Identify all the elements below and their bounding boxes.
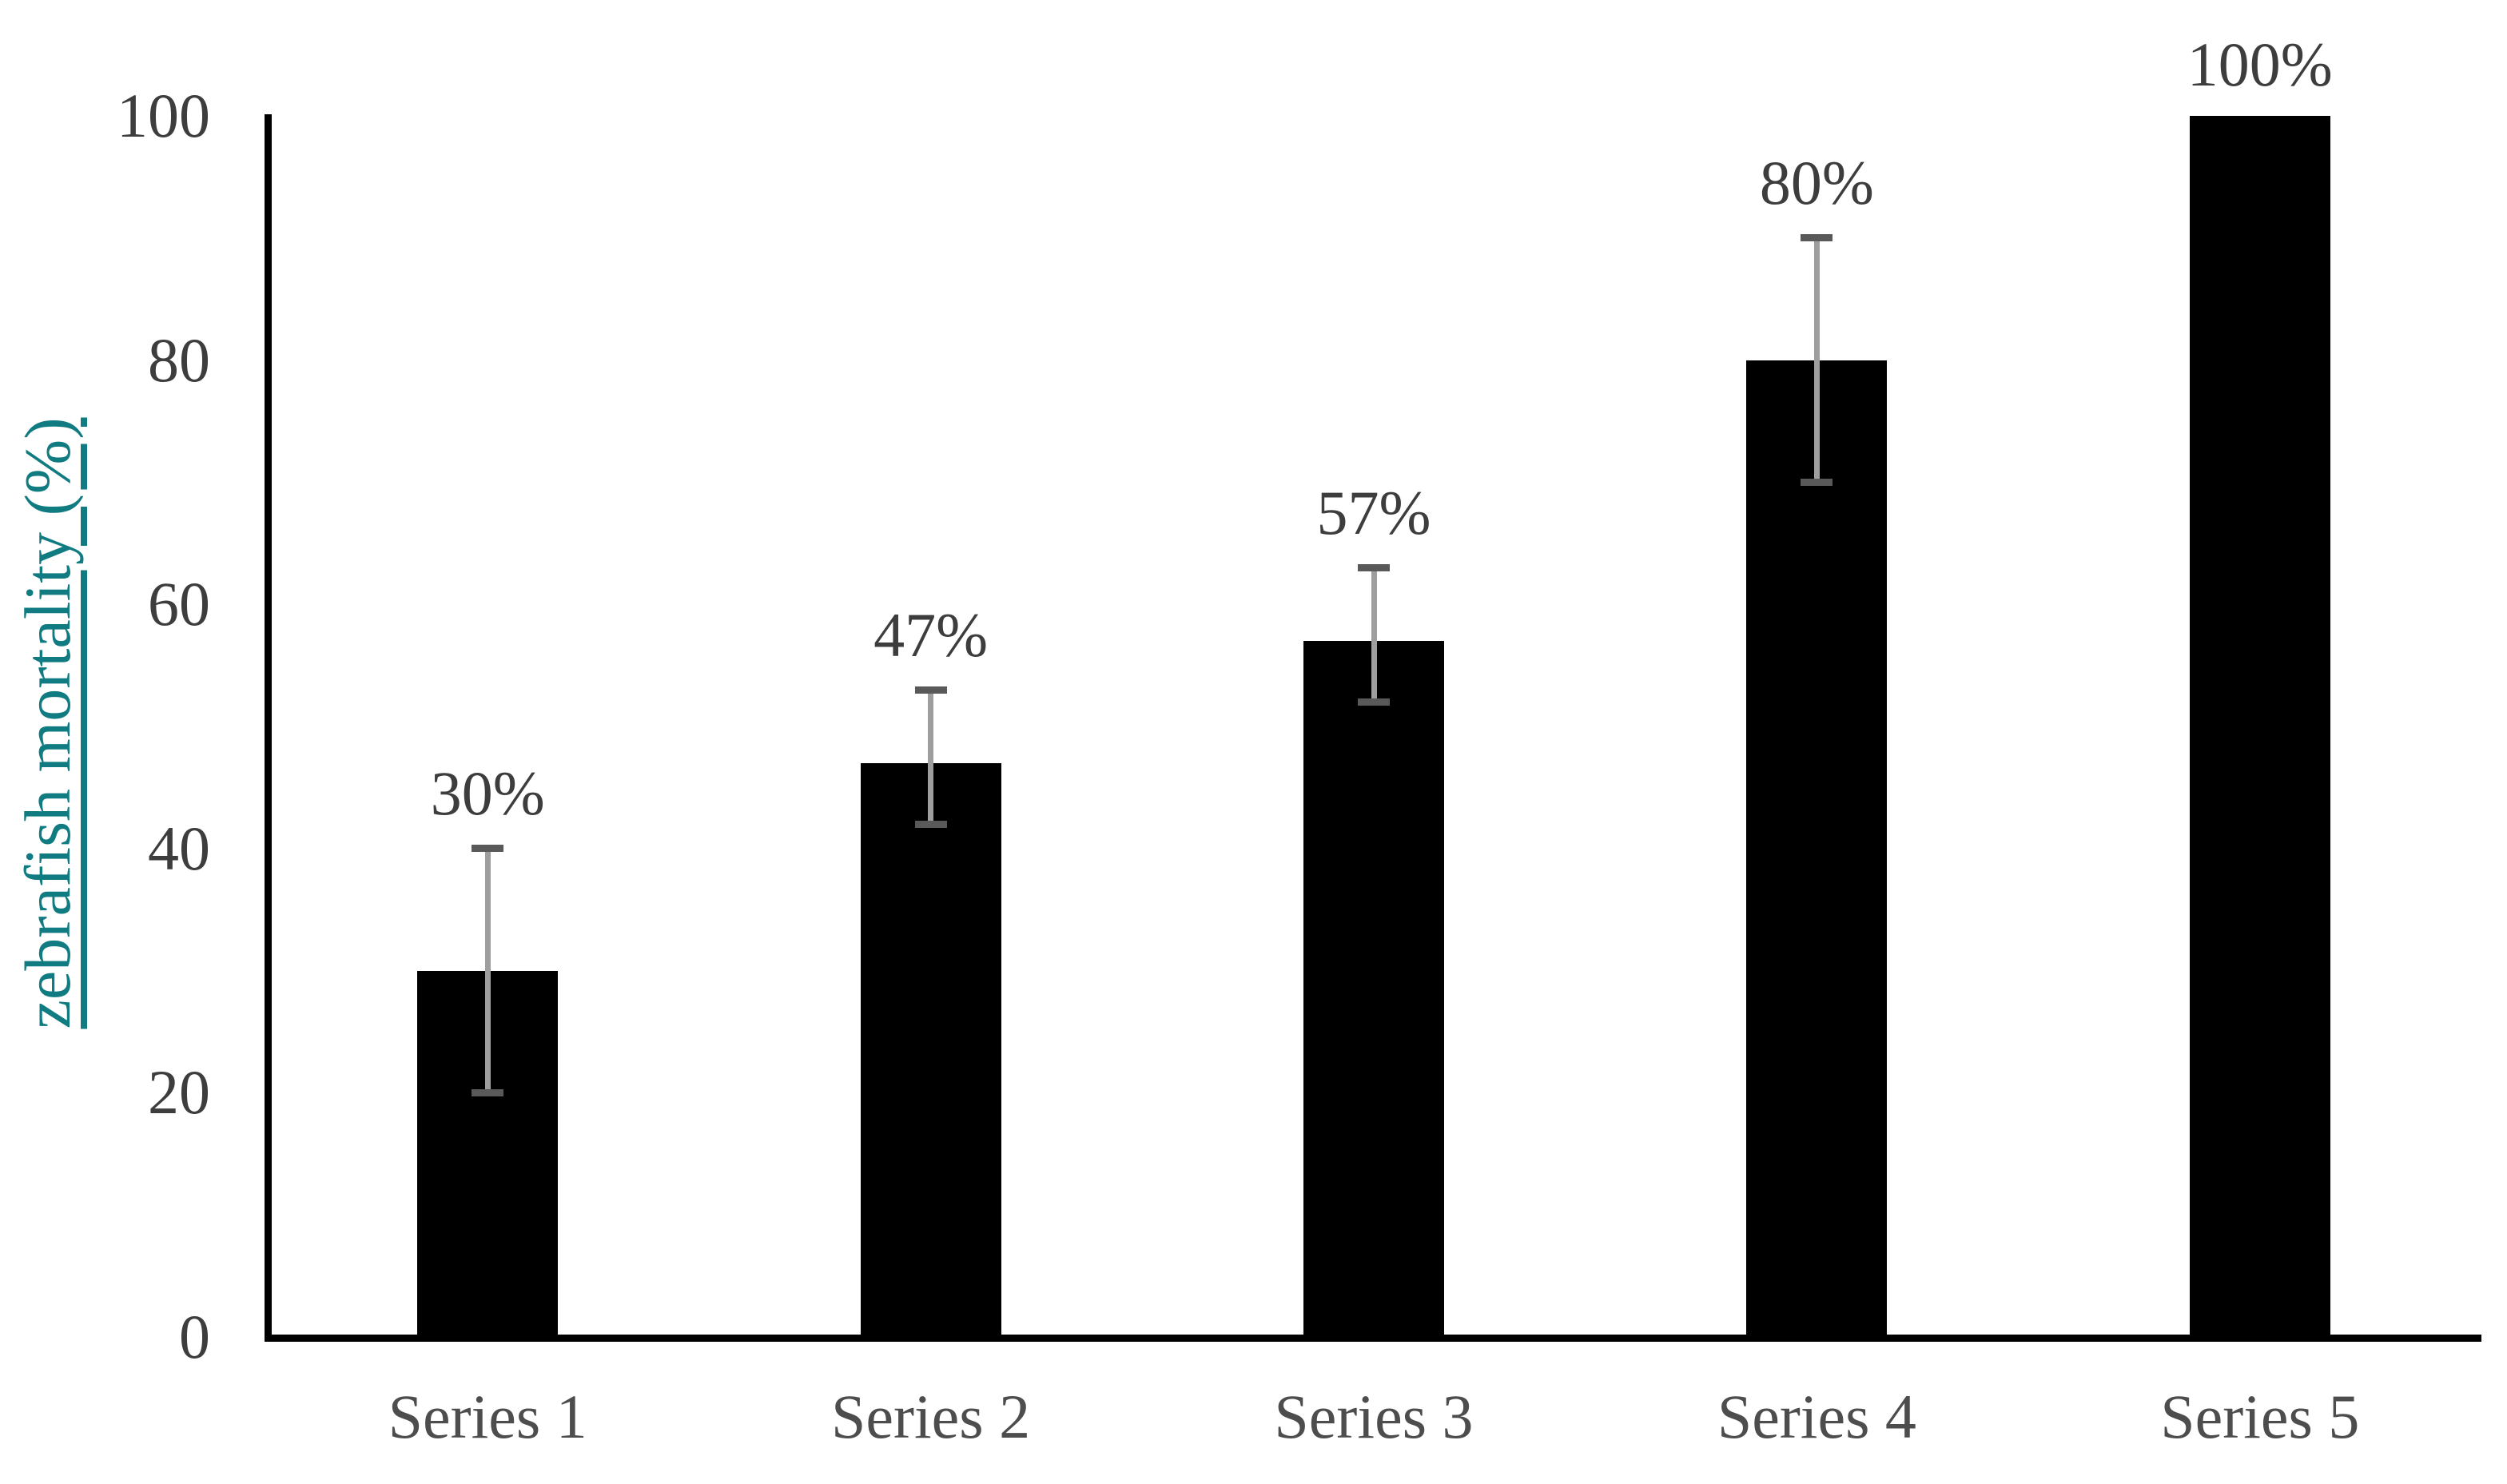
x-category-label-2: Series 2 <box>831 1382 1031 1451</box>
bar-3 <box>1303 641 1444 1337</box>
error-bar-cap <box>914 820 947 828</box>
y-tick-label: 40 <box>148 813 210 883</box>
y-tick-label: 100 <box>117 81 210 150</box>
error-bar-cap <box>1801 234 1833 242</box>
data-label-4: 80% <box>1759 148 1874 218</box>
error-bar-cap <box>1358 563 1390 571</box>
bar-4 <box>1746 360 1888 1337</box>
data-label-3: 57% <box>1316 477 1431 547</box>
y-axis-title: zebrafish mortality (%) <box>11 417 84 1029</box>
y-tick-label: 0 <box>179 1302 210 1371</box>
x-category-label-3: Series 3 <box>1274 1382 1474 1451</box>
error-bar-cap <box>1801 478 1833 486</box>
error-bar-line <box>484 848 491 1093</box>
bar-2 <box>860 762 1001 1337</box>
error-bar-cap <box>914 686 947 694</box>
y-tick-label: 60 <box>148 569 210 639</box>
data-label-2: 47% <box>873 599 989 670</box>
x-category-label-5: Series 5 <box>2160 1382 2360 1451</box>
error-bar-line <box>1813 237 1820 483</box>
x-category-label-4: Series 4 <box>1717 1382 1916 1451</box>
data-label-1: 30% <box>430 758 545 829</box>
data-label-5: 100% <box>2187 30 2333 99</box>
error-bar-cap <box>1358 698 1390 706</box>
bar-5 <box>2189 116 2330 1337</box>
error-bar-line <box>1371 567 1377 702</box>
y-tick-label: 80 <box>148 324 210 395</box>
error-bar-line <box>928 690 934 825</box>
y-tick-label: 20 <box>148 1057 210 1128</box>
error-bar-cap <box>472 845 504 853</box>
y-axis-line <box>265 114 272 1342</box>
error-bar-cap <box>472 1088 504 1096</box>
x-axis-line <box>265 1335 2481 1342</box>
x-category-label-1: Series 1 <box>388 1382 587 1451</box>
